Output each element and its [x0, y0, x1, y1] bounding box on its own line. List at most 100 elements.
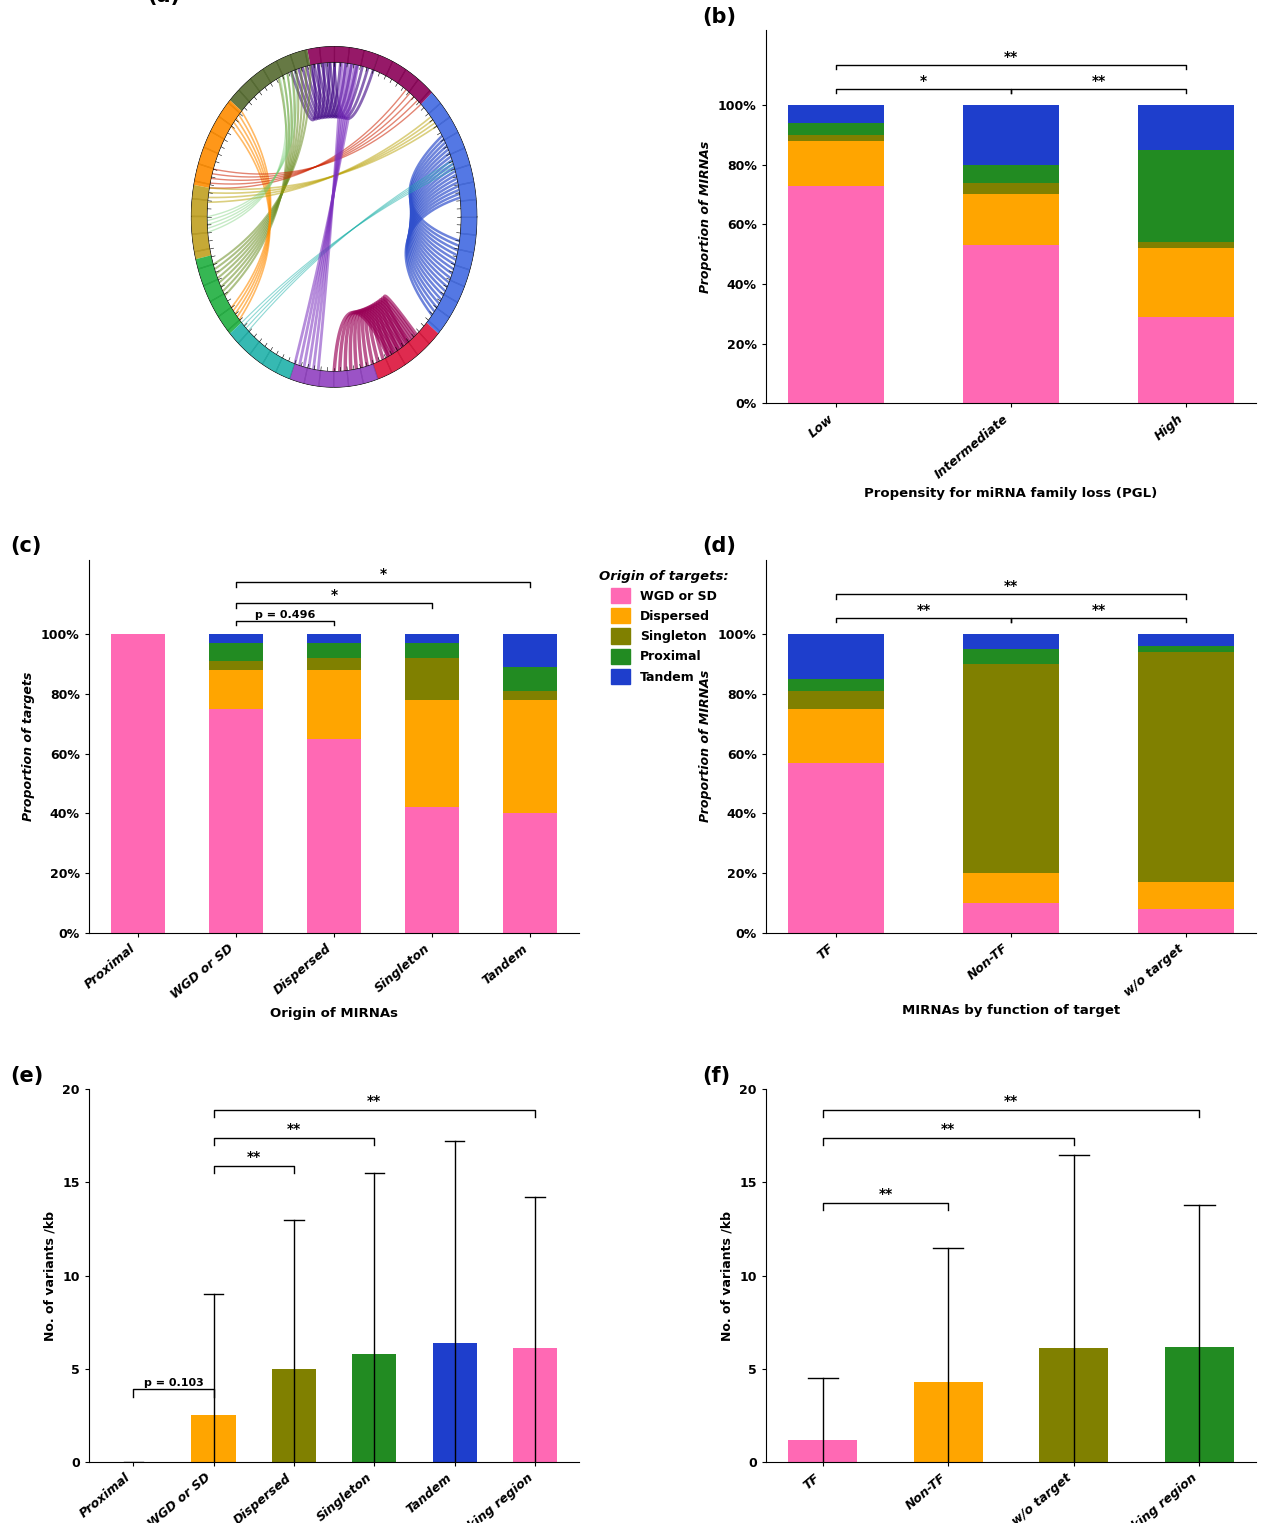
Polygon shape — [450, 265, 470, 286]
Text: *: * — [379, 568, 387, 582]
Polygon shape — [251, 70, 270, 91]
Polygon shape — [461, 200, 477, 216]
Y-axis label: No. of variants /kb: No. of variants /kb — [43, 1211, 57, 1340]
Bar — [788, 635, 884, 679]
X-axis label: MIRNAs by function of target: MIRNAs by function of target — [902, 1004, 1121, 1017]
Bar — [513, 1348, 557, 1462]
Bar — [1138, 635, 1233, 646]
Text: **: ** — [1091, 603, 1105, 617]
Polygon shape — [211, 117, 231, 139]
Bar — [307, 670, 362, 739]
Polygon shape — [419, 321, 439, 343]
Bar — [1138, 149, 1233, 242]
Bar — [1138, 105, 1233, 149]
Y-axis label: No. of variants /kb: No. of variants /kb — [721, 1211, 733, 1340]
Bar — [963, 903, 1060, 932]
Polygon shape — [335, 47, 349, 62]
Text: (f): (f) — [702, 1066, 730, 1086]
Bar — [1138, 909, 1233, 932]
Text: **: ** — [1091, 73, 1105, 88]
Bar — [1138, 646, 1233, 652]
Polygon shape — [444, 280, 464, 302]
Text: **: ** — [1004, 579, 1018, 594]
Bar — [788, 1439, 857, 1462]
Bar — [788, 186, 884, 404]
Polygon shape — [199, 148, 218, 168]
Bar — [209, 635, 263, 643]
Polygon shape — [192, 200, 208, 216]
Polygon shape — [362, 50, 378, 70]
Bar — [504, 635, 557, 667]
Text: (a): (a) — [147, 0, 180, 6]
Polygon shape — [373, 323, 438, 379]
Polygon shape — [250, 343, 270, 364]
Polygon shape — [458, 235, 476, 253]
Polygon shape — [230, 50, 310, 111]
Polygon shape — [444, 133, 464, 154]
Text: **: ** — [287, 1122, 301, 1136]
Text: **: ** — [916, 603, 930, 617]
Polygon shape — [348, 47, 364, 65]
Bar — [1165, 1346, 1233, 1462]
Bar — [963, 635, 1060, 649]
Bar — [963, 195, 1060, 245]
Text: **: ** — [878, 1186, 892, 1202]
Bar — [963, 183, 1060, 195]
Bar — [307, 635, 362, 643]
Polygon shape — [193, 181, 209, 200]
Bar — [963, 164, 1060, 183]
Polygon shape — [277, 358, 294, 378]
Bar — [963, 664, 1060, 873]
Bar — [112, 635, 165, 932]
Polygon shape — [230, 323, 294, 379]
Polygon shape — [192, 233, 209, 251]
Polygon shape — [461, 218, 477, 235]
Polygon shape — [198, 265, 217, 285]
Text: *: * — [330, 588, 338, 602]
Text: **: ** — [1004, 50, 1018, 64]
Bar — [1138, 317, 1233, 404]
Polygon shape — [437, 295, 457, 317]
Bar — [209, 661, 263, 670]
Polygon shape — [194, 164, 213, 184]
Polygon shape — [291, 50, 307, 70]
Polygon shape — [320, 370, 334, 387]
Y-axis label: Proportion of MIRNAs: Proportion of MIRNAs — [699, 670, 712, 822]
X-axis label: Propensity for miRNA family loss (PGL): Propensity for miRNA family loss (PGL) — [864, 487, 1157, 500]
Bar — [788, 691, 884, 710]
Bar — [1138, 248, 1233, 317]
Bar — [433, 1343, 477, 1462]
Polygon shape — [240, 79, 259, 102]
Polygon shape — [410, 79, 429, 102]
Bar — [788, 679, 884, 691]
Polygon shape — [320, 47, 334, 62]
Text: *: * — [920, 73, 928, 88]
Polygon shape — [291, 364, 378, 387]
Polygon shape — [307, 47, 378, 70]
Polygon shape — [348, 369, 363, 387]
Polygon shape — [387, 62, 405, 82]
Bar — [963, 873, 1060, 903]
Bar — [209, 643, 263, 661]
Polygon shape — [386, 352, 405, 372]
Bar — [307, 658, 362, 670]
Polygon shape — [373, 358, 391, 379]
Bar — [1138, 242, 1233, 248]
Bar — [504, 813, 557, 932]
Bar — [504, 667, 557, 691]
Bar — [1039, 1348, 1108, 1462]
Polygon shape — [204, 280, 223, 302]
Polygon shape — [220, 104, 240, 125]
Bar — [307, 739, 362, 932]
Polygon shape — [277, 55, 294, 75]
Polygon shape — [426, 216, 477, 334]
Polygon shape — [263, 350, 282, 372]
Text: (c): (c) — [10, 536, 42, 556]
Polygon shape — [211, 294, 231, 317]
Bar — [504, 691, 557, 701]
X-axis label: Origin of MIRNAs: Origin of MIRNAs — [270, 1007, 398, 1020]
Polygon shape — [291, 364, 307, 384]
Polygon shape — [195, 256, 241, 334]
Bar — [272, 1369, 316, 1462]
Polygon shape — [218, 308, 239, 330]
